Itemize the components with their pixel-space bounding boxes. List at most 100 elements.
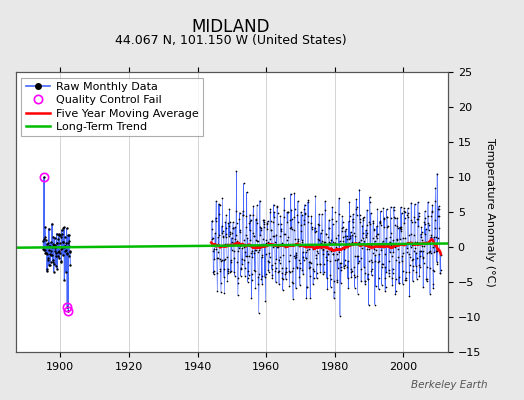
Point [300,206,309,213]
Point [406,262,414,269]
Point [235,241,243,247]
Point [397,226,406,232]
Point [354,290,362,297]
Point [232,208,241,214]
Point [403,212,412,218]
Point [421,208,429,214]
Point [413,216,422,223]
Point [335,238,344,244]
Point [397,224,406,230]
Point [259,217,268,224]
Point [424,199,432,205]
Point [270,209,278,216]
Point [392,257,400,263]
Point [347,274,356,280]
Point [39,236,48,242]
Point [314,242,323,249]
Point [364,276,372,282]
Point [330,295,338,301]
Point [245,272,253,278]
Point [263,225,271,232]
Point [254,280,263,287]
Point [435,212,443,219]
Point [60,244,68,251]
Point [391,288,400,294]
Point [250,250,258,256]
Point [258,273,266,279]
Point [398,253,407,260]
Point [345,213,354,219]
Point [375,258,384,264]
Point [383,206,391,213]
Point [345,199,354,205]
Point [423,212,432,219]
Point [390,215,399,222]
Point [384,243,392,249]
Point [358,222,366,229]
Point [330,289,339,295]
Point [331,209,340,216]
Point [425,249,434,255]
Point [224,267,232,274]
Point [402,275,410,281]
Point [49,234,57,240]
Point [315,211,323,217]
Point [366,199,374,205]
Point [267,227,275,234]
Point [234,275,243,281]
Point [285,240,293,247]
Point [408,219,416,225]
Point [396,225,405,232]
Point [223,278,232,284]
Point [321,207,330,213]
Point [420,243,428,249]
Point [49,259,57,266]
Point [379,238,387,245]
Point [357,266,366,272]
Point [238,241,247,247]
Point [211,215,220,221]
Point [43,256,52,263]
Point [323,250,332,257]
Point [40,174,48,180]
Point [62,246,70,253]
Point [380,214,388,221]
Point [301,255,310,262]
Point [53,266,61,272]
Point [387,230,395,236]
Point [376,208,385,214]
Point [257,254,266,260]
Point [429,244,437,251]
Point [377,242,386,249]
Point [312,252,320,258]
Point [311,229,319,235]
Point [373,206,381,212]
Point [350,230,358,236]
Point [414,223,422,230]
Point [287,224,295,230]
Point [239,212,247,218]
Point [410,231,418,238]
Point [248,254,257,260]
Point [57,258,65,264]
Point [277,228,285,234]
Point [260,223,269,230]
Point [396,224,404,230]
Point [214,234,222,240]
Point [271,265,280,272]
Point [250,233,258,239]
Point [243,252,251,259]
Point [411,239,419,245]
Point [280,214,288,220]
Point [429,285,438,291]
Point [228,238,236,245]
Point [346,229,355,235]
Point [221,234,230,240]
Point [318,227,326,233]
Point [321,198,329,205]
Point [209,268,217,275]
Point [411,262,420,269]
Point [259,236,267,243]
Point [333,256,342,262]
Point [409,263,418,269]
